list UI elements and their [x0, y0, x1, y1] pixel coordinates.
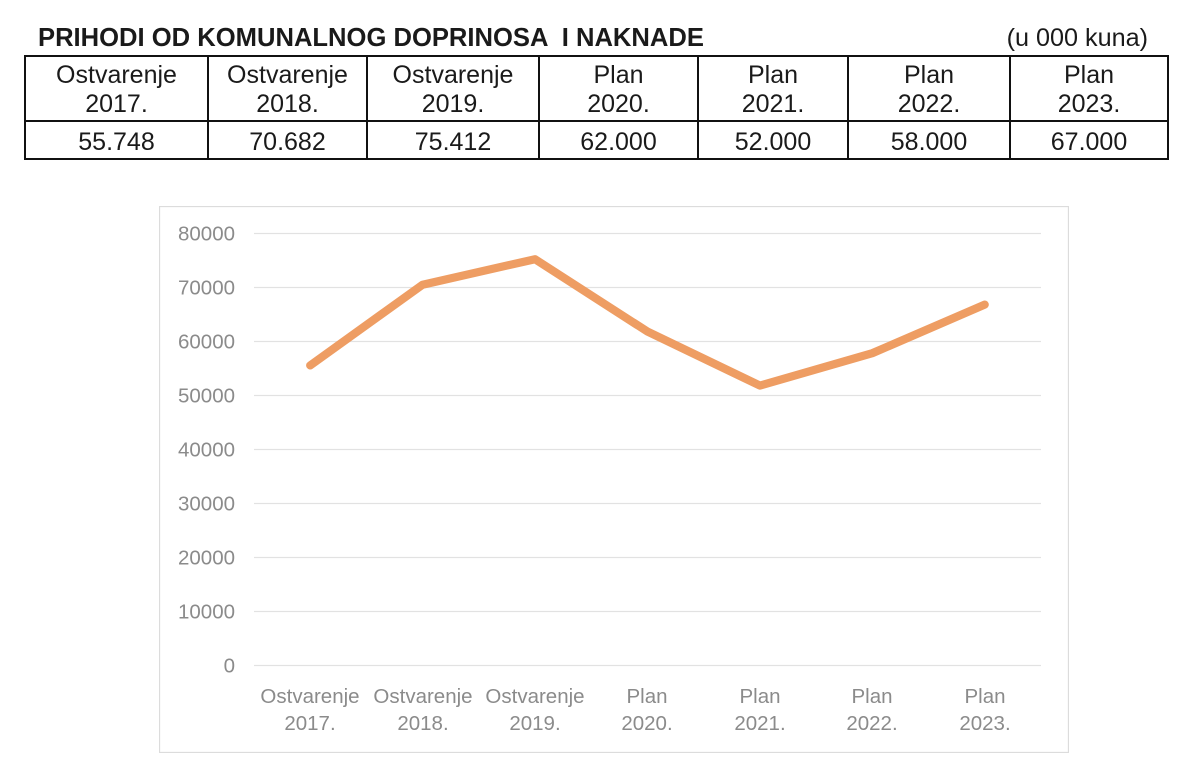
- svg-text:80000: 80000: [178, 223, 235, 246]
- svg-text:50000: 50000: [178, 385, 235, 408]
- svg-text:2020.: 2020.: [621, 712, 672, 735]
- svg-text:Ostvarenje: Ostvarenje: [260, 685, 359, 708]
- svg-text:Ostvarenje: Ostvarenje: [373, 685, 472, 708]
- svg-text:10000: 10000: [178, 601, 235, 624]
- svg-text:2018.: 2018.: [397, 712, 448, 735]
- svg-text:Plan: Plan: [739, 685, 780, 708]
- svg-text:Plan: Plan: [851, 685, 892, 708]
- svg-text:0: 0: [224, 655, 235, 678]
- svg-text:30000: 30000: [178, 493, 235, 516]
- svg-text:2021.: 2021.: [734, 712, 785, 735]
- svg-text:70000: 70000: [178, 277, 235, 300]
- svg-text:Plan: Plan: [964, 685, 1005, 708]
- svg-text:2022.: 2022.: [846, 712, 897, 735]
- svg-text:2019.: 2019.: [509, 712, 560, 735]
- svg-text:20000: 20000: [178, 547, 235, 570]
- svg-text:40000: 40000: [178, 439, 235, 462]
- svg-text:Plan: Plan: [626, 685, 667, 708]
- svg-text:60000: 60000: [178, 331, 235, 354]
- svg-text:Ostvarenje: Ostvarenje: [485, 685, 584, 708]
- svg-text:2023.: 2023.: [959, 712, 1010, 735]
- svg-text:2017.: 2017.: [284, 712, 335, 735]
